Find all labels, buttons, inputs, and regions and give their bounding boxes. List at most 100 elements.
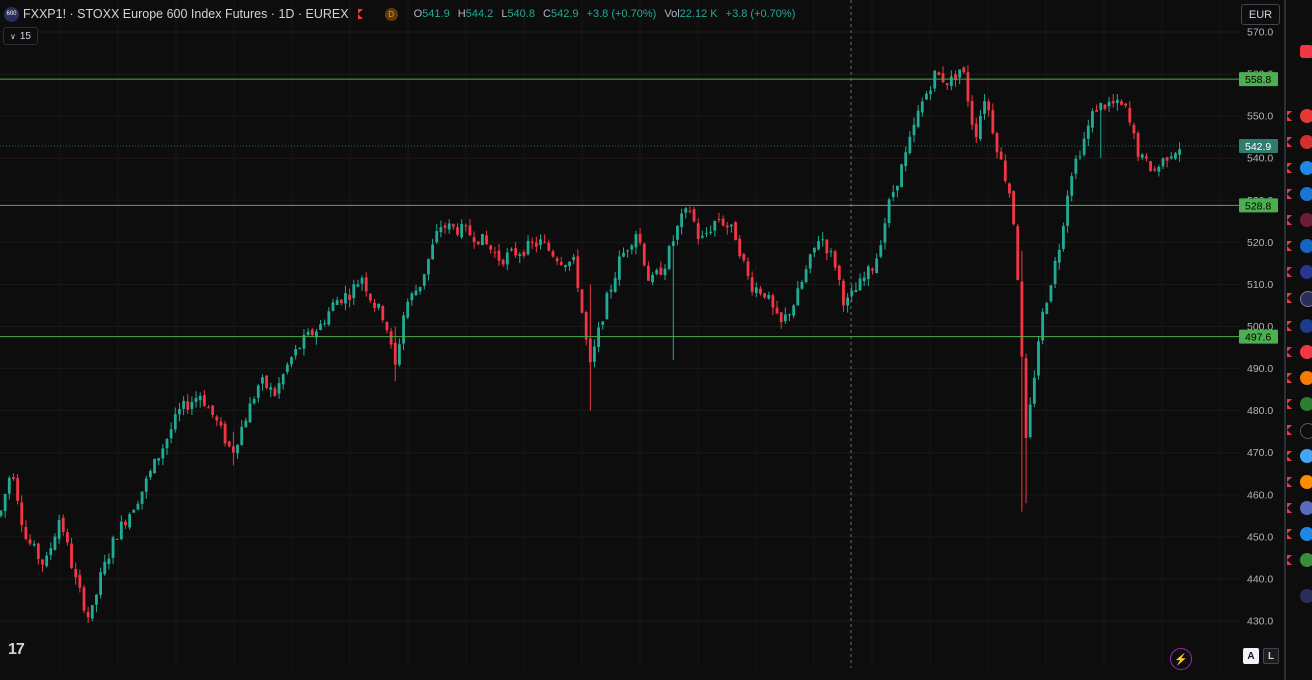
candle-body: [887, 199, 891, 224]
chart-background: [0, 0, 1284, 668]
candle-body: [344, 293, 347, 304]
candle-body: [194, 397, 198, 403]
symbol-title[interactable]: FXXP1! · STOXX Europe 600 Index Futures …: [23, 7, 349, 21]
candle-body: [1128, 107, 1132, 123]
list-item[interactable]: [1286, 238, 1312, 254]
candle-body: [0, 510, 3, 516]
details-logo-icon: [1286, 588, 1312, 604]
candle-body: [829, 251, 833, 253]
candle-body: [66, 532, 69, 543]
candle-body: [456, 227, 459, 235]
candle-body: [107, 558, 111, 565]
level-badge: [1239, 329, 1278, 344]
candle-body: [576, 256, 580, 289]
open-key: O: [413, 8, 423, 20]
candle-body: [725, 225, 729, 228]
candle-body: [497, 250, 501, 261]
candle-body: [534, 242, 538, 247]
candle-body: [281, 374, 285, 385]
list-item[interactable]: [1286, 318, 1312, 334]
candle-body: [821, 239, 825, 241]
list-item[interactable]: [1286, 212, 1312, 228]
interval-button[interactable]: ∨ 15: [3, 27, 38, 45]
candle-body: [568, 261, 571, 267]
panel-divider[interactable]: [1284, 0, 1286, 680]
candle-body: [406, 301, 410, 318]
auto-scale-button[interactable]: A: [1243, 648, 1259, 664]
list-item[interactable]: [1286, 186, 1312, 202]
candle-body: [53, 536, 57, 550]
candle-body: [1145, 156, 1148, 159]
candle-body: [925, 93, 928, 100]
candle-body: [717, 218, 721, 220]
open-value: 541.9: [422, 8, 450, 20]
candle-body: [1008, 183, 1011, 194]
watchlist-header-icon[interactable]: [1286, 44, 1312, 60]
candle-body: [103, 561, 107, 575]
list-item[interactable]: [1286, 134, 1312, 150]
high-key: H: [457, 8, 466, 20]
dividend-badge[interactable]: D: [384, 7, 398, 21]
candle-body: [298, 347, 302, 349]
level-badge-label: 528.8: [1245, 200, 1271, 212]
list-item[interactable]: [1286, 160, 1312, 176]
price-tick-label: 490.0: [1247, 363, 1273, 375]
candle-body: [1157, 166, 1161, 172]
candle-body: [368, 293, 372, 301]
candle-body: [555, 258, 559, 262]
list-item[interactable]: [1286, 474, 1312, 490]
candle-body: [119, 521, 123, 540]
list-item[interactable]: [1286, 344, 1312, 360]
list-item-selected[interactable]: [1286, 290, 1312, 307]
candle-body: [373, 302, 376, 308]
price-chart[interactable]: 570.0560.0550.0540.0530.0520.0510.0500.0…: [0, 0, 1284, 668]
list-item[interactable]: [1286, 396, 1312, 412]
candle-body: [871, 268, 874, 271]
candle-body: [929, 90, 932, 95]
candle-body: [290, 357, 293, 365]
candle-body: [626, 250, 630, 252]
list-item[interactable]: [1286, 552, 1312, 568]
price-tick-label: 430.0: [1247, 616, 1273, 628]
list-item[interactable]: [1286, 370, 1312, 386]
tradingview-logo-icon[interactable]: 17: [8, 641, 25, 658]
list-item[interactable]: [1286, 108, 1312, 124]
candle-body: [866, 266, 870, 280]
candle-body: [20, 502, 24, 526]
level-badge-label: 497.6: [1245, 332, 1271, 344]
candle-body: [1165, 157, 1169, 161]
candle-body: [90, 605, 94, 619]
candle-body: [837, 265, 841, 281]
candle-body: [518, 254, 522, 256]
price-tick-label: 470.0: [1247, 447, 1273, 459]
candle-body: [1024, 358, 1028, 438]
chart-area[interactable]: 570.0560.0550.0540.0530.0520.0510.0500.0…: [0, 0, 1284, 668]
candle-body: [1053, 260, 1057, 285]
candle-body: [1124, 103, 1128, 106]
list-item[interactable]: [1286, 500, 1312, 516]
candle-body: [501, 259, 505, 265]
candle-body: [891, 192, 895, 197]
candle-body: [622, 252, 625, 257]
candle-body: [335, 300, 339, 305]
ohlc-values: O541.9 H544.2 L540.8 C542.9 +3.8 (+0.70%…: [414, 8, 801, 20]
list-item[interactable]: [1286, 264, 1312, 280]
candle-body: [451, 224, 455, 227]
candle-body: [846, 297, 849, 306]
flag-icon[interactable]: [357, 9, 363, 19]
candle-body: [157, 458, 161, 461]
candle-body: [472, 237, 476, 243]
currency-selector[interactable]: EUR: [1241, 4, 1280, 25]
candle-body: [476, 241, 480, 245]
candle-body: [912, 124, 916, 136]
candle-body: [140, 491, 144, 504]
lightning-icon[interactable]: ⚡: [1170, 648, 1192, 670]
list-item[interactable]: [1286, 526, 1312, 542]
log-scale-button[interactable]: L: [1263, 648, 1279, 664]
list-item[interactable]: [1286, 448, 1312, 464]
close-value: 542.9: [550, 8, 579, 20]
candle-body: [74, 569, 78, 578]
list-item[interactable]: [1286, 422, 1312, 439]
candle-body: [277, 383, 281, 394]
low-value: 540.8: [507, 8, 535, 20]
